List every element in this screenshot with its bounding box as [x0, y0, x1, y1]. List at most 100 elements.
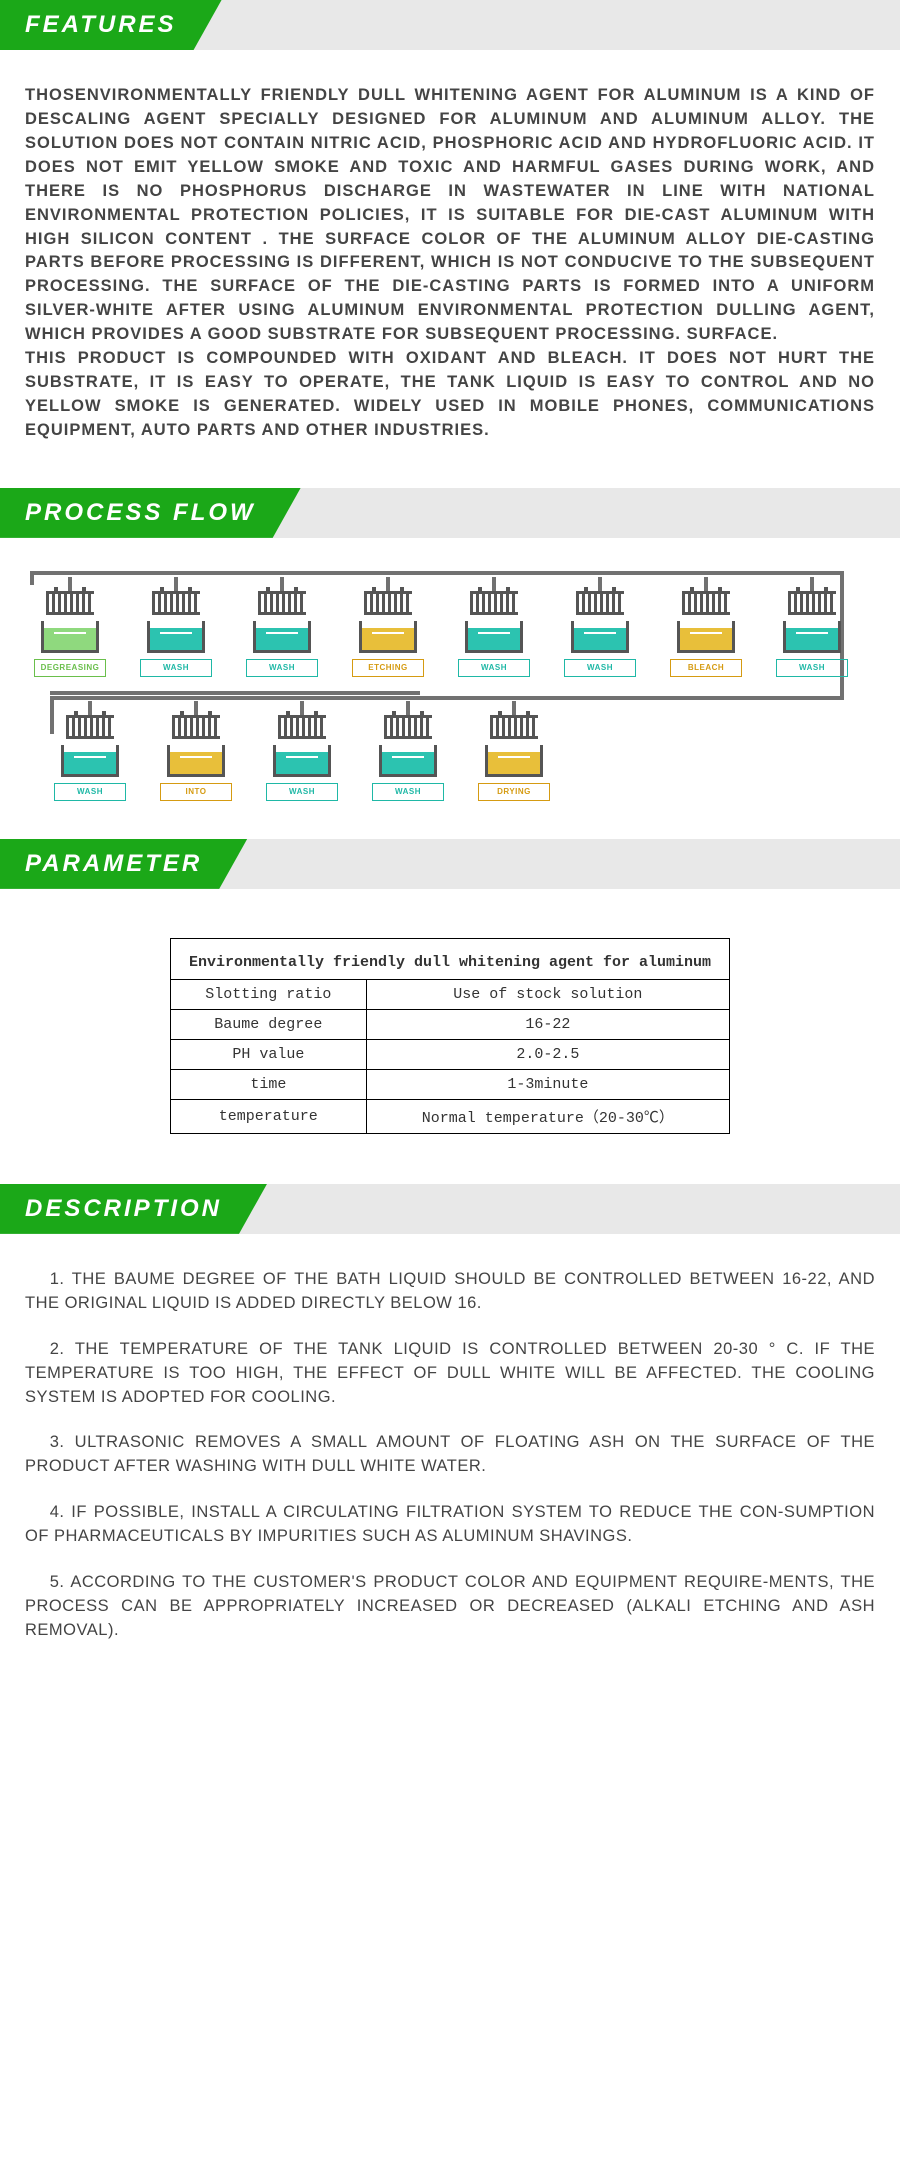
flow-rack-icon	[682, 591, 730, 615]
flow-tank-icon	[41, 621, 99, 653]
table-row: Baume degree16-22	[171, 1009, 730, 1039]
flow-tank-icon	[167, 745, 225, 777]
header-title: PARAMETER	[25, 850, 202, 878]
table-row: PH value2.0-2.5	[171, 1039, 730, 1069]
flow-step-label: WASH	[246, 659, 318, 677]
flow-step: INTO	[156, 701, 236, 801]
param-value: Use of stock solution	[366, 979, 729, 1009]
flow-fluid	[488, 752, 540, 774]
table-row: temperatureNormal temperature（20-30℃）	[171, 1099, 730, 1133]
description-item: 5. ACCORDING TO THE CUSTOMER'S PRODUCT C…	[25, 1571, 875, 1643]
description-item: 1. THE BAUME DEGREE OF THE BATH LIQUID S…	[25, 1268, 875, 1316]
flow-step: WASH	[454, 577, 534, 677]
flow-step: WASH	[262, 701, 342, 801]
flow-step: WASH	[136, 577, 216, 677]
param-key: Slotting ratio	[171, 979, 367, 1009]
flow-step-label: WASH	[458, 659, 530, 677]
flow-rack-icon	[46, 591, 94, 615]
param-key: Baume degree	[171, 1009, 367, 1039]
flow-step: WASH	[242, 577, 322, 677]
header-label-wrap: PARAMETER	[0, 839, 247, 889]
param-key: temperature	[171, 1099, 367, 1133]
table-title-row: Environmentally friendly dull whitening …	[171, 938, 730, 979]
header-title: DESCRIPTION	[25, 1195, 222, 1223]
flow-rail-container: DEGREASING WASH WASH ETCHING WASH WASH BLEACH W…	[20, 577, 880, 801]
flow-tank-icon	[571, 621, 629, 653]
flow-fluid	[44, 628, 96, 650]
flow-fluid	[170, 752, 222, 774]
flow-row-top: DEGREASING WASH WASH ETCHING WASH WASH BLEACH W…	[20, 577, 880, 677]
description-item: 4. IF POSSIBLE, INSTALL A CIRCULATING FI…	[25, 1501, 875, 1549]
flow-stem	[406, 701, 410, 715]
flow-stem	[598, 577, 602, 591]
header-description: DESCRIPTION	[0, 1184, 900, 1234]
param-value: 2.0-2.5	[366, 1039, 729, 1069]
flow-tank-icon	[147, 621, 205, 653]
flow-rack-icon	[788, 591, 836, 615]
flow-step-label: WASH	[372, 783, 444, 801]
flow-fluid	[382, 752, 434, 774]
flow-step-label: WASH	[564, 659, 636, 677]
flow-stem	[704, 577, 708, 591]
description-item: 2. THE TEMPERATURE OF THE TANK LIQUID IS…	[25, 1338, 875, 1410]
flow-rack-icon	[490, 715, 538, 739]
flow-step: ETCHING	[348, 577, 428, 677]
flow-tank-icon	[677, 621, 735, 653]
flow-step: WASH	[368, 701, 448, 801]
flow-stem	[300, 701, 304, 715]
flow-fluid	[468, 628, 520, 650]
flow-row-bottom: WASH INTO WASH WASH DRYING	[20, 701, 880, 801]
flow-stem	[386, 577, 390, 591]
flow-fluid	[256, 628, 308, 650]
flow-fluid	[276, 752, 328, 774]
header-title: PROCESS FLOW	[25, 499, 256, 527]
flow-step: BLEACH	[666, 577, 746, 677]
param-key: PH value	[171, 1039, 367, 1069]
flow-step-label: BLEACH	[670, 659, 742, 677]
parameter-table: Environmentally friendly dull whitening …	[170, 938, 730, 1134]
flow-tank-icon	[273, 745, 331, 777]
flow-fluid	[150, 628, 202, 650]
flow-rack-icon	[364, 591, 412, 615]
flow-step: WASH	[50, 701, 130, 801]
header-label-wrap: FEATURES	[0, 0, 222, 50]
flow-fluid	[786, 628, 838, 650]
flow-rack-icon	[152, 591, 200, 615]
flow-step-label: DEGREASING	[34, 659, 106, 677]
flow-rack-icon	[66, 715, 114, 739]
features-paragraph-1: THOSENVIRONMENTALLY FRIENDLY DULL WHITEN…	[25, 84, 875, 347]
features-content: THOSENVIRONMENTALLY FRIENDLY DULL WHITEN…	[0, 54, 900, 488]
flow-fluid	[574, 628, 626, 650]
flow-rack-icon	[470, 591, 518, 615]
flow-step-label: DRYING	[478, 783, 550, 801]
param-key: time	[171, 1069, 367, 1099]
features-paragraph-2: THIS PRODUCT IS COMPOUNDED WITH OXIDANT …	[25, 347, 875, 443]
description-content: 1. THE BAUME DEGREE OF THE BATH LIQUID S…	[0, 1238, 900, 1688]
header-label-wrap: DESCRIPTION	[0, 1184, 267, 1234]
flow-fluid	[64, 752, 116, 774]
param-value: 1-3minute	[366, 1069, 729, 1099]
flow-step-label: WASH	[776, 659, 848, 677]
header-title: FEATURES	[25, 11, 177, 39]
flow-tank-icon	[465, 621, 523, 653]
param-value: 16-22	[366, 1009, 729, 1039]
header-parameter: PARAMETER	[0, 839, 900, 889]
flow-stem	[88, 701, 92, 715]
flow-step-label: WASH	[54, 783, 126, 801]
flow-rack-icon	[172, 715, 220, 739]
flow-stem	[810, 577, 814, 591]
flow-tank-icon	[783, 621, 841, 653]
process-flow-diagram: DEGREASING WASH WASH ETCHING WASH WASH BLEACH W…	[0, 542, 900, 839]
flow-stem	[68, 577, 72, 591]
header-label-wrap: PROCESS FLOW	[0, 488, 301, 538]
flow-rack-icon	[576, 591, 624, 615]
flow-step-label: WASH	[140, 659, 212, 677]
flow-step: DEGREASING	[30, 577, 110, 677]
flow-tank-icon	[379, 745, 437, 777]
flow-tank-icon	[485, 745, 543, 777]
flow-stem	[174, 577, 178, 591]
header-features: FEATURES	[0, 0, 900, 50]
flow-step-label: WASH	[266, 783, 338, 801]
flow-step-label: INTO	[160, 783, 232, 801]
description-item: 3. ULTRASONIC REMOVES A SMALL AMOUNT OF …	[25, 1431, 875, 1479]
